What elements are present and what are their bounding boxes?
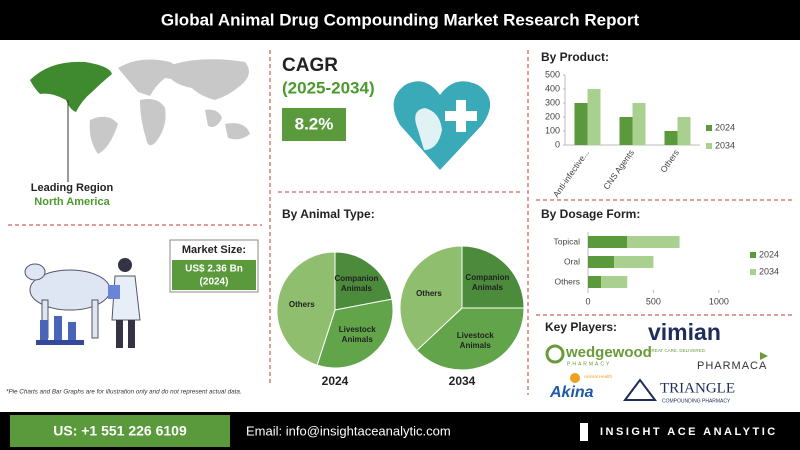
y-tick-label: 0: [555, 139, 560, 149]
pie-label: Livestock Animals: [338, 325, 376, 345]
cagr-label: CAGR: [282, 55, 338, 76]
pie-slice: [461, 245, 525, 309]
y-tick-label: 400: [545, 83, 560, 93]
legend-label: 2024: [715, 122, 735, 132]
y-tick-label: Oral: [564, 256, 580, 266]
pie-label: Livestock Animals: [456, 331, 494, 351]
world-map: [89, 59, 250, 154]
pie-label: Companion Animals: [465, 272, 510, 292]
player-logo: Akina: [549, 384, 594, 401]
pie-year: 2024: [322, 374, 349, 388]
pie-slice: [416, 307, 525, 371]
x-tick-label: Others: [658, 148, 681, 175]
player-icon: [545, 344, 565, 364]
cagr-period: (2025-2034): [282, 78, 375, 97]
y-tick-label: Others: [554, 276, 580, 286]
player-logo: TRIANGLE: [660, 380, 735, 396]
bar: [627, 236, 680, 248]
legend-swatch: [706, 125, 712, 131]
y-tick-label: 500: [545, 69, 560, 79]
market-size-year: (2024): [200, 277, 229, 288]
pie-slice: [316, 298, 394, 369]
player-sub: PHARMACY: [567, 361, 611, 367]
bar: [619, 117, 633, 145]
pie-year: 2034: [449, 374, 476, 388]
pie-slice: [399, 245, 463, 352]
email: Email: info@insightaceanalytic.com: [246, 423, 451, 438]
y-tick-label: 100: [545, 125, 560, 135]
legend-swatch: [750, 252, 756, 258]
player-logo: vimian: [648, 319, 721, 345]
cagr-value: 8.2%: [295, 114, 334, 133]
bar: [601, 276, 628, 288]
bar: [587, 89, 601, 145]
phone: US: +1 551 226 6109: [53, 423, 187, 439]
x-tick-label: Anti-infective...: [551, 148, 591, 199]
player-logo: wedgewood: [565, 344, 652, 361]
player-tagline: GREAT CARE. DELIVERED.: [648, 348, 706, 353]
pie-label: Companion Animals: [334, 274, 379, 294]
player-icon: [760, 352, 768, 360]
market-size-fill: [172, 260, 256, 290]
x-tick-label: 500: [646, 296, 661, 306]
legend-label: 2034: [759, 266, 779, 276]
bar: [588, 256, 615, 268]
bar: [574, 103, 588, 145]
legend-label: 2024: [759, 249, 779, 259]
legend-swatch: [706, 143, 712, 149]
vet-illustration: [24, 258, 141, 348]
chart-title: By Dosage Form:: [541, 207, 640, 221]
cagr-box: [282, 108, 346, 141]
footnote: *Pie Charts and Bar Graphs are for illus…: [6, 389, 242, 396]
pie-label: Others: [416, 288, 442, 298]
market-size-label: Market Size:: [182, 244, 246, 256]
chart-title: By Product:: [541, 50, 609, 64]
region-label: Leading Region: [31, 182, 114, 194]
animal-type-title: By Animal Type:: [282, 207, 375, 221]
bar: [588, 236, 628, 248]
north-america: [30, 61, 112, 112]
player-logo: PHARMACA: [697, 360, 767, 372]
player-sub: COMPOUNDING PHARMACY: [662, 398, 731, 404]
brand: INSIGHT ACE ANALYTIC: [600, 426, 778, 438]
bar: [677, 117, 691, 145]
pie-slice: [276, 251, 336, 366]
y-tick-label: 300: [545, 97, 560, 107]
pet-heart-icon: [393, 81, 491, 170]
header-bar: [0, 0, 800, 40]
legend-label: 2034: [715, 140, 735, 150]
legend-swatch: [750, 269, 756, 275]
y-tick-label: 200: [545, 111, 560, 121]
x-tick-label: 0: [585, 296, 590, 306]
bar: [632, 103, 646, 145]
pie-label: Others: [288, 299, 315, 309]
bar: [664, 131, 678, 145]
player-sub: Animal Health: [584, 374, 613, 379]
region-value: North America: [34, 196, 110, 208]
title: Global Animal Drug Compounding Market Re…: [161, 10, 640, 29]
x-tick-label: CNS Agents: [601, 148, 636, 192]
market-size-value: US$ 2.36 Bn: [185, 264, 243, 275]
bar: [614, 256, 654, 268]
x-tick-label: 1000: [709, 296, 729, 306]
phone-box: [10, 415, 230, 447]
player-icon: [570, 373, 580, 383]
pie-slice: [334, 251, 393, 311]
player-icon: [623, 378, 657, 401]
bar: [588, 276, 602, 288]
key-players-title: Key Players:: [545, 320, 617, 334]
brand-icon: [580, 423, 588, 441]
separators: [8, 50, 792, 395]
y-tick-label: Topical: [554, 236, 581, 246]
